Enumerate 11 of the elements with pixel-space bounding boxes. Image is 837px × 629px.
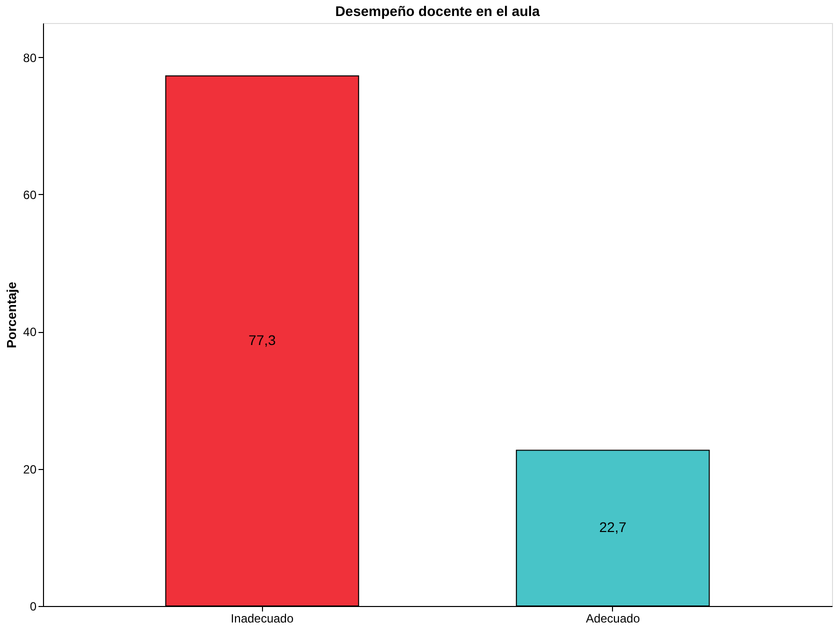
y-tick-label: 60 [23, 188, 37, 202]
x-tick-label: Inadecuado [230, 612, 294, 626]
y-tick-label: 80 [23, 50, 37, 65]
data-label: 22,7 [599, 519, 627, 536]
x-tick-label: Adecuado [586, 612, 640, 626]
y-tick-label: 40 [23, 325, 37, 340]
data-label: 77,3 [248, 332, 276, 348]
y-tick-label: 20 [23, 462, 37, 476]
chart-title: Desempeño docente en el aula [335, 3, 540, 19]
y-axis-title: Porcentaje [4, 282, 20, 348]
y-tick-label: 0 [30, 600, 37, 614]
